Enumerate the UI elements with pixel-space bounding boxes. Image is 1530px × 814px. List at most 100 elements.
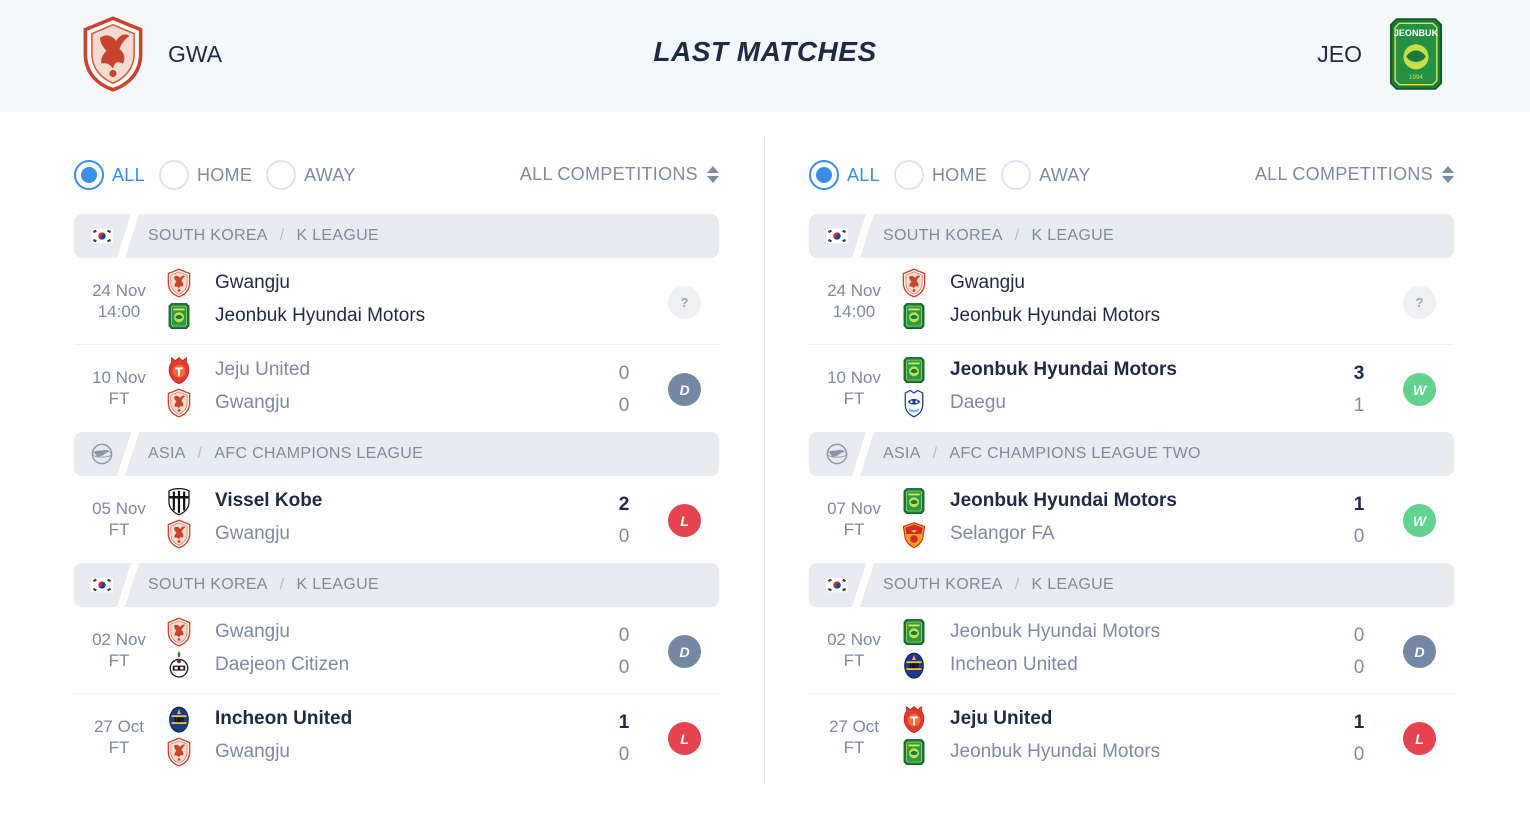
competitions-select-label: ALL COMPETITIONS bbox=[1254, 164, 1433, 184]
score-team1: 1 bbox=[618, 712, 630, 733]
result-badge: L bbox=[668, 722, 701, 755]
radio-circle[interactable] bbox=[158, 160, 189, 190]
score-team2: 0 bbox=[618, 657, 630, 678]
match-date: 27 Oct FT bbox=[93, 717, 145, 757]
gwangju-logo-icon bbox=[166, 617, 192, 647]
match-row[interactable]: 27 Oct FT Jeju United Jeonbuk Hyundai Mot… bbox=[809, 694, 1454, 781]
score-team2: 0 bbox=[1353, 744, 1365, 765]
away-team[interactable]: JEO JEONBUK 1994 bbox=[1317, 15, 1444, 93]
radio-circle[interactable] bbox=[809, 160, 839, 190]
score-team1: 1 bbox=[1353, 712, 1365, 733]
daegu-logo-icon bbox=[901, 388, 927, 418]
team-name: Vissel Kobe bbox=[215, 490, 323, 511]
sort-arrows-icon bbox=[707, 166, 719, 183]
score-team2: 0 bbox=[1353, 657, 1365, 678]
match-filters: ALL HOME AWAY ALL COMPETITIONS bbox=[74, 152, 719, 198]
competitions-select[interactable]: ALL COMPETITIONS bbox=[1255, 164, 1454, 185]
team-name: Gwangju bbox=[215, 272, 290, 293]
filter-away-label: AWAY bbox=[304, 164, 356, 185]
team-name: Incheon United bbox=[215, 708, 353, 729]
jeonbuk-crest-year: 1994 bbox=[1409, 74, 1423, 81]
competitions-select[interactable]: ALL COMPETITIONS bbox=[520, 164, 719, 185]
match-row[interactable]: 02 Nov FT Jeonbuk Hyundai Motors Incheon … bbox=[809, 607, 1454, 694]
gwangju-logo-icon bbox=[166, 519, 192, 549]
team-name: Jeonbuk Hyundai Motors bbox=[950, 741, 1161, 762]
team-name: Selangor FA bbox=[950, 523, 1055, 544]
match-row[interactable]: 07 Nov FT Jeonbuk Hyundai Motors Selangor… bbox=[809, 476, 1454, 563]
competition-header[interactable]: SOUTH KOREA / K LEAGUE bbox=[809, 563, 1454, 607]
panel-divider bbox=[764, 137, 765, 785]
gwangju-logo-icon bbox=[166, 737, 192, 767]
competition-league: K LEAGUE bbox=[296, 227, 379, 244]
match-list: SOUTH KOREA / K LEAGUE 24 Nov 14:00 Gwangju… bbox=[74, 214, 719, 781]
away-team-abbr: JEO bbox=[1317, 40, 1362, 67]
filter-away-radio[interactable]: AWAY bbox=[266, 160, 356, 190]
team-name: Jeonbuk Hyundai Motors bbox=[950, 359, 1177, 380]
match-row[interactable]: 10 Nov FT Jeju United Gwangju 0 0 D bbox=[74, 345, 719, 432]
breadcrumb-separator: / bbox=[1014, 227, 1020, 244]
filter-home-radio[interactable]: HOME bbox=[158, 160, 252, 190]
result-badge: W bbox=[1403, 504, 1436, 537]
result-badge: L bbox=[1403, 722, 1436, 755]
korea-flag-icon bbox=[826, 577, 848, 593]
competition-league: AFC CHAMPIONS LEAGUE bbox=[214, 445, 424, 462]
jeonbuk-logo-icon bbox=[901, 486, 927, 516]
match-row[interactable]: 10 Nov FT Jeonbuk Hyundai Motors Daegu 3 … bbox=[809, 345, 1454, 432]
team-name: Jeonbuk Hyundai Motors bbox=[950, 305, 1161, 326]
score-team2: 0 bbox=[618, 526, 630, 547]
breadcrumb-separator: / bbox=[932, 445, 938, 462]
competition-header[interactable]: ASIA / AFC CHAMPIONS LEAGUE bbox=[74, 432, 719, 476]
home-team-abbr: GWA bbox=[168, 40, 223, 67]
competition-header[interactable]: SOUTH KOREA / K LEAGUE bbox=[809, 214, 1454, 258]
score-team1: 0 bbox=[618, 625, 630, 646]
match-date: 24 Nov 14:00 bbox=[92, 281, 146, 321]
score-team1: 0 bbox=[1353, 625, 1365, 646]
competition-header[interactable]: ASIA / AFC CHAMPIONS LEAGUE TWO bbox=[809, 432, 1454, 476]
radio-circle[interactable] bbox=[893, 160, 924, 190]
team-name: Jeonbuk Hyundai Motors bbox=[215, 305, 426, 326]
score-team2: 0 bbox=[1353, 526, 1365, 547]
score-team1: 2 bbox=[618, 494, 630, 515]
filter-home-label: HOME bbox=[931, 164, 988, 185]
jeju-logo-icon bbox=[901, 704, 927, 734]
competition-header[interactable]: SOUTH KOREA / K LEAGUE bbox=[74, 563, 719, 607]
team-name: Gwangju bbox=[215, 621, 290, 642]
breadcrumb-separator: / bbox=[197, 445, 203, 462]
jeonbuk-logo-icon bbox=[901, 301, 927, 331]
home-team[interactable]: GWA bbox=[78, 15, 222, 93]
radio-circle[interactable] bbox=[74, 160, 104, 190]
match-row[interactable]: 27 Oct FT Incheon United Gwangju 1 0 L bbox=[74, 694, 719, 781]
competition-country: ASIA bbox=[883, 445, 921, 462]
match-list: SOUTH KOREA / K LEAGUE 24 Nov 14:00 Gwangju… bbox=[809, 214, 1454, 781]
match-date: 10 Nov FT bbox=[92, 368, 146, 408]
match-date: 05 Nov FT bbox=[92, 499, 146, 539]
result-badge: D bbox=[668, 635, 701, 668]
match-date: 24 Nov 14:00 bbox=[827, 281, 881, 321]
competition-header[interactable]: SOUTH KOREA / K LEAGUE bbox=[74, 214, 719, 258]
filter-all-radio[interactable]: ALL bbox=[809, 160, 880, 190]
match-row[interactable]: 24 Nov 14:00 Gwangju Jeonbuk Hyundai Moto… bbox=[74, 258, 719, 345]
match-date: 10 Nov FT bbox=[827, 368, 881, 408]
match-row[interactable]: 05 Nov FT Vissel Kobe Gwangju 2 0 L bbox=[74, 476, 719, 563]
match-row[interactable]: 02 Nov FT Gwangju Daejeon Citizen 0 0 D bbox=[74, 607, 719, 694]
page-title: LAST MATCHES bbox=[653, 36, 877, 67]
breadcrumb-separator: / bbox=[279, 576, 285, 593]
radio-circle[interactable] bbox=[1001, 160, 1032, 190]
sort-arrows-icon bbox=[1442, 166, 1454, 183]
match-row[interactable]: 24 Nov 14:00 Gwangju Jeonbuk Hyundai Moto… bbox=[809, 258, 1454, 345]
filter-all-radio[interactable]: ALL bbox=[74, 160, 145, 190]
radio-circle[interactable] bbox=[266, 160, 297, 190]
match-date: 07 Nov FT bbox=[827, 499, 881, 539]
competition-league: K LEAGUE bbox=[1031, 576, 1114, 593]
filter-home-radio[interactable]: HOME bbox=[893, 160, 988, 190]
korea-flag-icon bbox=[91, 577, 113, 593]
score-team2: 0 bbox=[618, 744, 630, 765]
selangor-logo-icon bbox=[901, 519, 927, 549]
filter-away-radio[interactable]: AWAY bbox=[1001, 160, 1091, 190]
score-team1: 1 bbox=[1353, 494, 1365, 515]
filter-all-label: ALL bbox=[112, 164, 145, 185]
team-name: Gwangju bbox=[215, 392, 290, 413]
breadcrumb-separator: / bbox=[279, 227, 285, 244]
jeonbuk-logo-icon bbox=[901, 355, 927, 385]
asia-globe-icon bbox=[90, 442, 114, 466]
